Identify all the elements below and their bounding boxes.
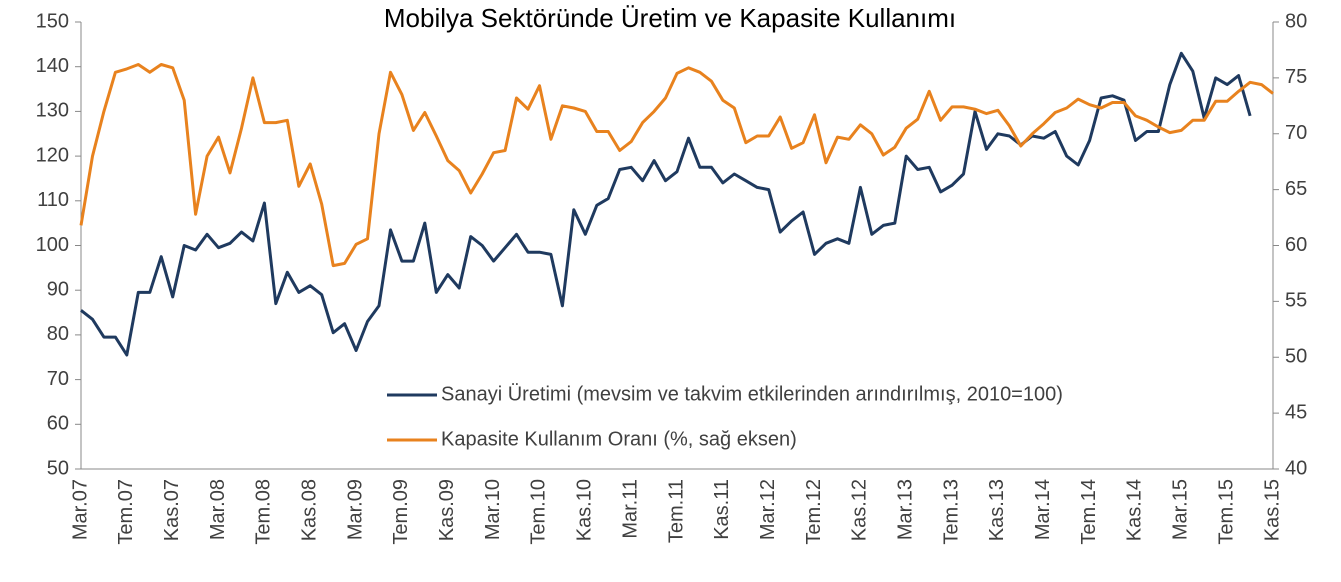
legend-label: Sanayi Üretimi (mevsim ve takvim etkiler…	[441, 383, 1063, 405]
x-tick-label: Mar.07	[69, 479, 91, 540]
x-tick-label: Kas.10	[574, 479, 596, 541]
y2-tick-label: 45	[1285, 401, 1307, 423]
x-tick-label: Mar.13	[895, 479, 917, 540]
y-tick-label: 70	[47, 368, 69, 390]
x-tick-label: Tem.08	[253, 479, 275, 545]
x-tick-label: Tem.09	[390, 479, 412, 545]
series-line	[80, 51, 1252, 357]
x-tick-label: Tem.07	[115, 479, 137, 545]
x-tick-label: Mar.10	[482, 479, 504, 540]
x-tick-label: Mar.14	[1032, 479, 1054, 540]
y-tick-label: 110	[37, 189, 69, 211]
x-tick-label: Kas.13	[986, 479, 1008, 541]
y-tick-label: 100	[36, 234, 69, 256]
x-tick-label: Tem.10	[528, 479, 550, 545]
x-tick-label: Tem.14	[1078, 479, 1100, 545]
y-tick-label: 50	[47, 457, 69, 479]
x-tick-label: Kas.15	[1261, 479, 1283, 541]
y-tick-label: 60	[47, 413, 69, 435]
y-tick-label: 140	[36, 55, 69, 77]
x-tick-label: Tem.12	[803, 479, 825, 545]
x-tick-label: Kas.09	[436, 479, 458, 541]
x-tick-label: Kas.14	[1124, 479, 1146, 541]
y-tick-label: 120	[36, 144, 69, 166]
y2-tick-label: 40	[1285, 457, 1307, 479]
chart-title: Mobilya Sektöründe Üretim ve Kapasite Ku…	[384, 3, 956, 33]
y-tick-label: 80	[47, 323, 69, 345]
x-tick-label: Mar.09	[344, 479, 366, 540]
x-tick-label: Kas.08	[299, 479, 321, 541]
y-tick-label: 130	[36, 100, 69, 122]
y-tick-label: 150	[36, 10, 69, 32]
x-tick-label: Mar.12	[757, 479, 779, 540]
y-tick-label: 90	[47, 278, 69, 300]
y2-tick-label: 60	[1285, 234, 1307, 256]
y2-tick-label: 75	[1285, 66, 1307, 88]
x-tick-label: Tem.15	[1215, 479, 1237, 545]
x-tick-label: Kas.07	[161, 479, 183, 541]
x-tick-label: Mar.15	[1170, 479, 1192, 540]
y2-tick-label: 65	[1285, 178, 1307, 200]
x-tick-label: Kas.12	[849, 479, 871, 541]
x-tick-label: Tem.13	[940, 479, 962, 545]
y2-tick-label: 80	[1285, 10, 1307, 32]
y2-tick-label: 70	[1285, 122, 1307, 144]
legend-label: Kapasite Kullanım Oranı (%, sağ eksen)	[441, 428, 797, 450]
y2-tick-label: 50	[1285, 346, 1307, 368]
series-line	[79, 63, 1274, 268]
x-tick-label: Tem.11	[665, 479, 687, 543]
x-tick-label: Mar.08	[207, 479, 229, 540]
y2-tick-label: 55	[1285, 290, 1307, 312]
x-tick-label: Mar.11	[619, 479, 641, 539]
x-tick-label: Kas.11	[711, 479, 733, 540]
